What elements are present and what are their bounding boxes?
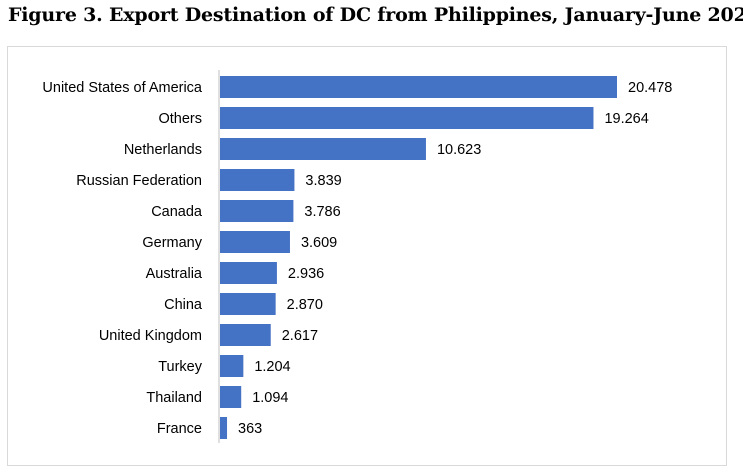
category-label: France xyxy=(157,421,202,437)
bar-canada xyxy=(220,200,294,222)
value-label: 19.264 xyxy=(604,111,648,127)
category-label: United Kingdom xyxy=(99,328,202,344)
bar-russian-federation xyxy=(220,169,295,191)
bar-germany xyxy=(220,231,290,253)
bar-united-kingdom xyxy=(220,324,271,346)
category-label: Thailand xyxy=(146,390,202,406)
category-label: Australia xyxy=(146,266,203,282)
bars-group xyxy=(220,76,617,439)
value-label: 20.478 xyxy=(628,80,672,96)
category-labels-group: United States of America Others Netherland… xyxy=(42,80,203,437)
bar-netherlands xyxy=(220,138,426,160)
category-label: United States of America xyxy=(42,80,203,96)
value-label: 3.786 xyxy=(304,204,340,220)
bar-france xyxy=(220,417,228,439)
category-label: Others xyxy=(158,111,202,127)
bar-turkey xyxy=(220,355,244,377)
value-label: 1.204 xyxy=(254,359,290,375)
chart-frame xyxy=(7,46,727,466)
value-label: 3.609 xyxy=(301,235,337,251)
bar-others xyxy=(220,107,594,129)
category-label: China xyxy=(164,297,203,313)
value-label: 2.936 xyxy=(288,266,324,282)
category-label: Germany xyxy=(142,235,202,251)
value-label: 2.870 xyxy=(287,297,323,313)
value-label: 10.623 xyxy=(437,142,481,158)
category-label: Russian Federation xyxy=(76,173,202,189)
figure-title: Figure 3. Export Destination of DC from … xyxy=(8,4,743,26)
category-label: Turkey xyxy=(158,359,203,375)
bar-united-states-of-america xyxy=(220,76,617,98)
value-label: 363 xyxy=(238,421,262,437)
bar-thailand xyxy=(220,386,242,408)
bar-australia xyxy=(220,262,277,284)
value-labels-group: 20.478 19.264 10.623 3.839 3.786 3.609 2.936 2.… xyxy=(238,80,672,437)
category-label: Canada xyxy=(151,204,203,220)
value-label: 1.094 xyxy=(252,390,288,406)
category-label: Netherlands xyxy=(124,142,202,158)
value-label: 3.839 xyxy=(305,173,341,189)
bar-china xyxy=(220,293,276,315)
value-label: 2.617 xyxy=(282,328,318,344)
